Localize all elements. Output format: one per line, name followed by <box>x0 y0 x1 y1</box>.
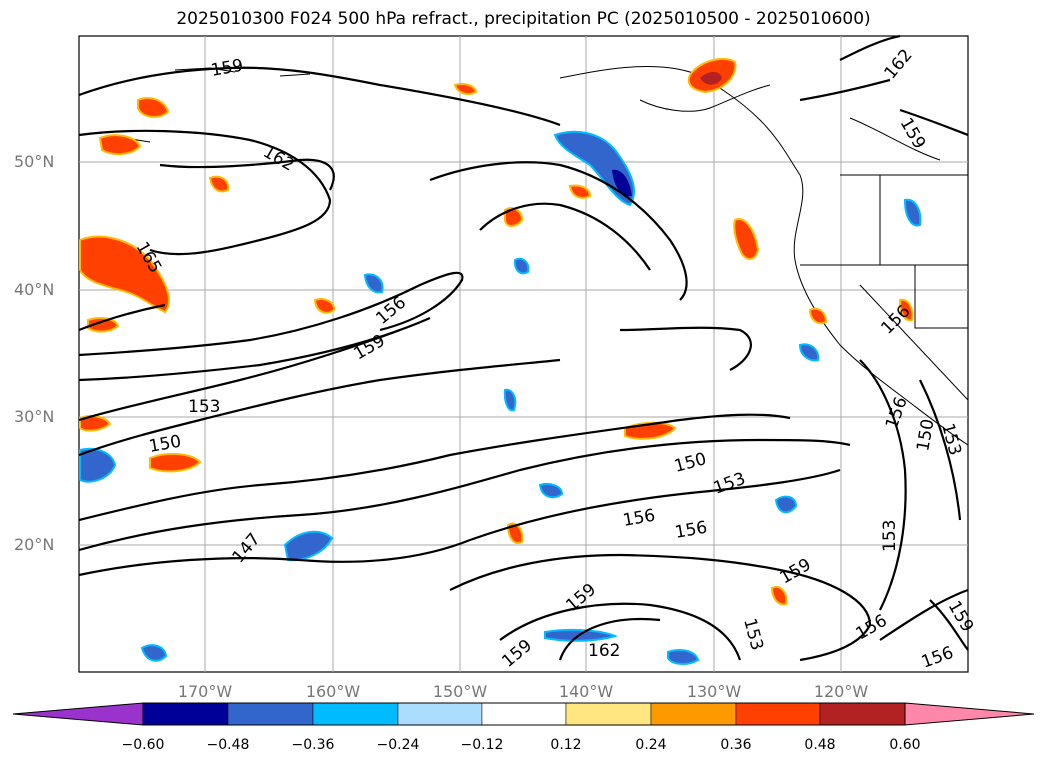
colorbar-segment <box>312 702 399 726</box>
lon-label: 150°W <box>432 682 488 701</box>
lon-label: 170°W <box>177 682 233 701</box>
colorbar-segment <box>735 702 821 726</box>
precip-fills <box>79 57 922 665</box>
lon-label: 140°W <box>558 682 614 701</box>
colorbar-tick-label: 0.36 <box>720 737 752 753</box>
colorbar-tick-label: −0.36 <box>291 737 335 753</box>
colorbar-tick-label: 0.48 <box>804 737 836 753</box>
colorbar-tick-label: 0.60 <box>889 737 921 753</box>
colorbar-segment <box>819 702 906 726</box>
colorbar-segment <box>565 702 652 726</box>
lat-label: 20°N <box>14 535 55 554</box>
colorbar-segment <box>397 702 483 726</box>
colorbar-tick-label: −0.48 <box>206 737 250 753</box>
colorbar-extend-low <box>12 702 144 726</box>
lat-label: 40°N <box>14 280 55 299</box>
lat-label: 50°N <box>14 152 55 171</box>
colorbar-tick-label: −0.12 <box>460 737 504 753</box>
colorbar-tick-label: 0.12 <box>550 737 582 753</box>
lon-label: 120°W <box>813 682 869 701</box>
refractivity-contours <box>78 34 969 662</box>
colorbar-extend-high <box>904 702 1035 726</box>
lat-label: 30°N <box>14 407 55 426</box>
contour-label: 153 <box>188 397 220 417</box>
colorbar-outline <box>142 702 906 726</box>
coastlines <box>99 65 969 446</box>
lon-label: 130°W <box>686 682 742 701</box>
contour-label: 162 <box>588 641 620 661</box>
gridlines <box>79 36 968 672</box>
lon-label: 160°W <box>305 682 361 701</box>
colorbar-tick-label: −0.60 <box>121 737 165 753</box>
colorbar-segment <box>481 702 567 726</box>
colorbar-segment <box>650 702 737 726</box>
colorbar <box>12 702 1035 726</box>
contour-label: 153 <box>880 520 900 552</box>
colorbar-tick-label: −0.24 <box>376 737 420 753</box>
colorbar-segment <box>142 702 229 726</box>
colorbar-tick-label: 0.24 <box>635 737 667 753</box>
plot-frame <box>78 35 969 673</box>
colorbar-segment <box>227 702 314 726</box>
figure-title: 2025010300 F024 500 hPa refract., precip… <box>176 9 871 29</box>
